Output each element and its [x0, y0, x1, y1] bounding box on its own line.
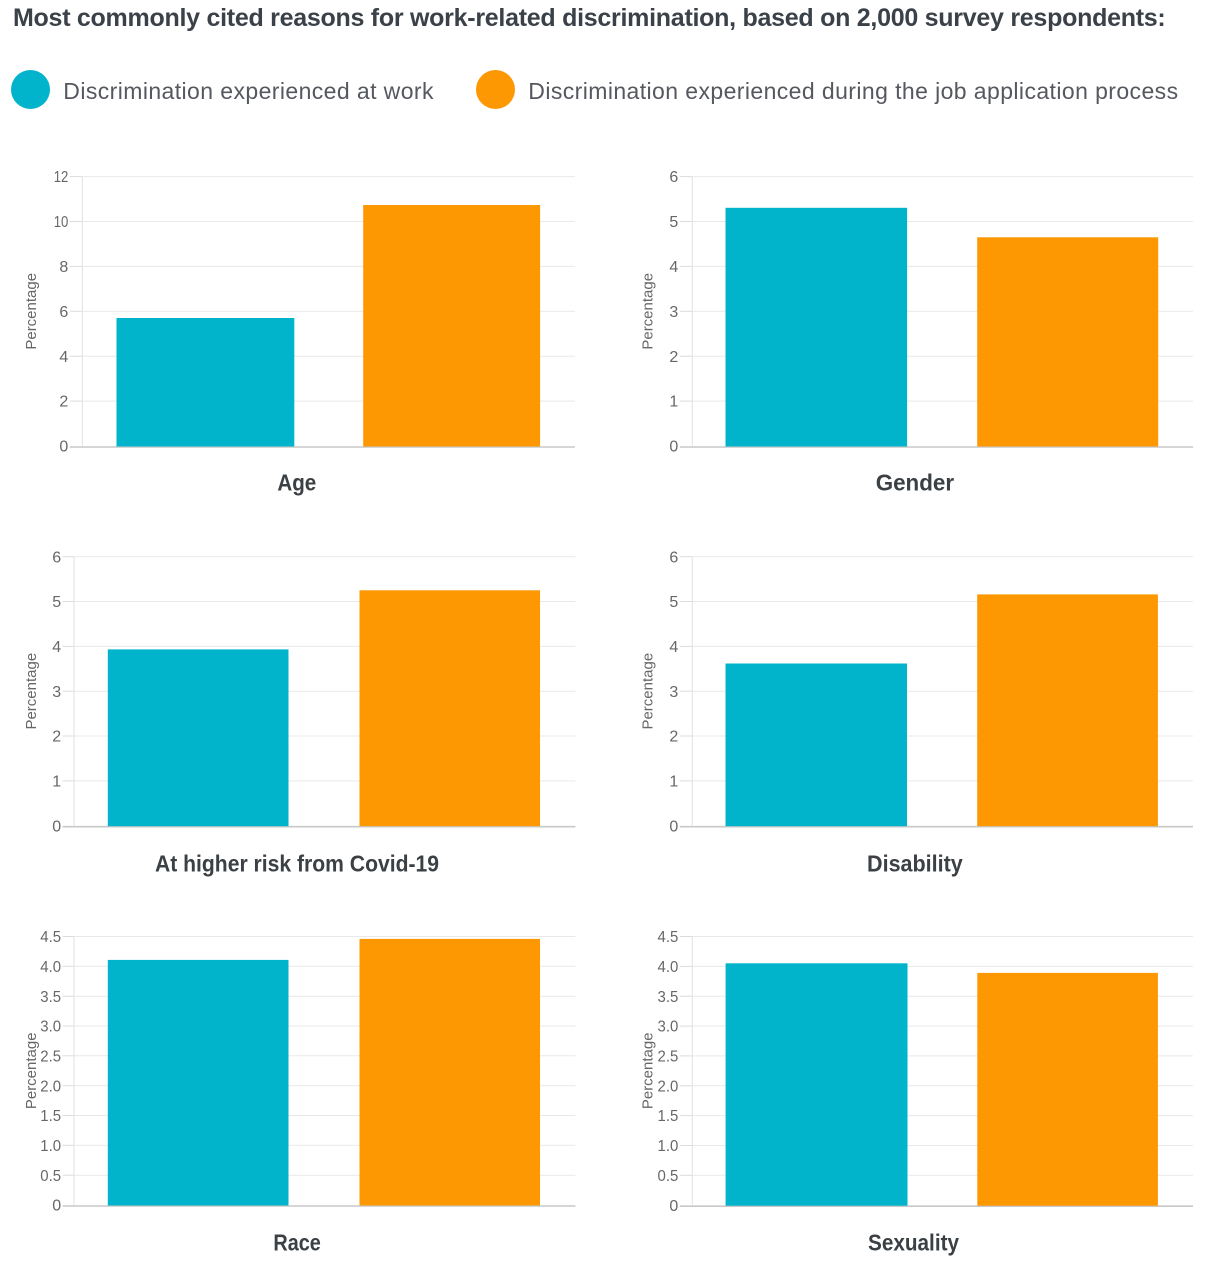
svg-text:4.0: 4.0	[658, 959, 679, 976]
svg-text:0: 0	[52, 818, 61, 835]
svg-text:3.5: 3.5	[40, 989, 61, 1006]
svg-text:1: 1	[669, 774, 678, 791]
svg-text:4: 4	[52, 639, 61, 656]
svg-text:0: 0	[669, 439, 678, 456]
svg-text:5: 5	[669, 594, 678, 611]
svg-text:6: 6	[669, 549, 678, 566]
svg-text:Disability: Disability	[867, 850, 963, 876]
svg-text:At higher risk from Covid-19: At higher risk from Covid-19	[155, 850, 439, 876]
svg-text:8: 8	[59, 259, 68, 276]
svg-text:1.0: 1.0	[40, 1138, 61, 1155]
svg-text:0: 0	[669, 818, 678, 835]
svg-text:2.5: 2.5	[40, 1048, 61, 1065]
svg-text:0.5: 0.5	[658, 1168, 679, 1185]
svg-text:Percentage: Percentage	[23, 653, 40, 730]
svg-text:4.5: 4.5	[658, 929, 679, 946]
svg-text:2.0: 2.0	[658, 1078, 679, 1095]
svg-text:0: 0	[52, 1198, 61, 1215]
svg-text:Age: Age	[277, 469, 316, 495]
svg-text:6: 6	[52, 549, 61, 566]
svg-text:2: 2	[59, 394, 68, 411]
svg-text:4: 4	[59, 349, 68, 366]
svg-text:5: 5	[52, 594, 61, 611]
svg-text:Percentage: Percentage	[23, 273, 40, 350]
svg-text:4.5: 4.5	[40, 929, 61, 946]
svg-text:2: 2	[669, 729, 678, 746]
svg-text:Race: Race	[273, 1229, 320, 1255]
svg-text:Percentage: Percentage	[23, 1032, 40, 1109]
svg-text:1: 1	[669, 394, 678, 411]
svg-text:4: 4	[669, 639, 678, 656]
svg-text:3: 3	[52, 684, 61, 701]
svg-text:1.0: 1.0	[658, 1138, 679, 1155]
svg-text:0: 0	[669, 1198, 678, 1215]
svg-text:6: 6	[59, 304, 68, 321]
svg-text:6: 6	[669, 169, 678, 186]
svg-text:5: 5	[669, 214, 678, 231]
svg-text:Percentage: Percentage	[639, 1032, 656, 1109]
svg-text:0: 0	[59, 439, 68, 456]
svg-text:1.5: 1.5	[40, 1108, 61, 1125]
svg-text:Gender: Gender	[876, 469, 954, 495]
svg-text:1.5: 1.5	[658, 1108, 679, 1125]
svg-text:3: 3	[669, 304, 678, 321]
svg-text:12: 12	[54, 169, 69, 186]
svg-text:3.0: 3.0	[658, 1019, 679, 1036]
svg-text:10: 10	[54, 214, 69, 231]
svg-text:2: 2	[669, 349, 678, 366]
svg-text:1: 1	[52, 774, 61, 791]
svg-text:4: 4	[669, 259, 678, 276]
svg-text:2: 2	[52, 729, 61, 746]
svg-text:Sexuality: Sexuality	[868, 1229, 959, 1255]
svg-text:Percentage: Percentage	[639, 273, 656, 350]
svg-text:2.0: 2.0	[40, 1078, 61, 1095]
svg-text:3: 3	[669, 684, 678, 701]
svg-text:4.0: 4.0	[40, 959, 61, 976]
svg-text:0.5: 0.5	[40, 1168, 61, 1185]
svg-text:3.5: 3.5	[658, 989, 679, 1006]
svg-text:Percentage: Percentage	[639, 653, 656, 730]
svg-text:3.0: 3.0	[40, 1019, 61, 1036]
svg-text:2.5: 2.5	[658, 1049, 679, 1066]
